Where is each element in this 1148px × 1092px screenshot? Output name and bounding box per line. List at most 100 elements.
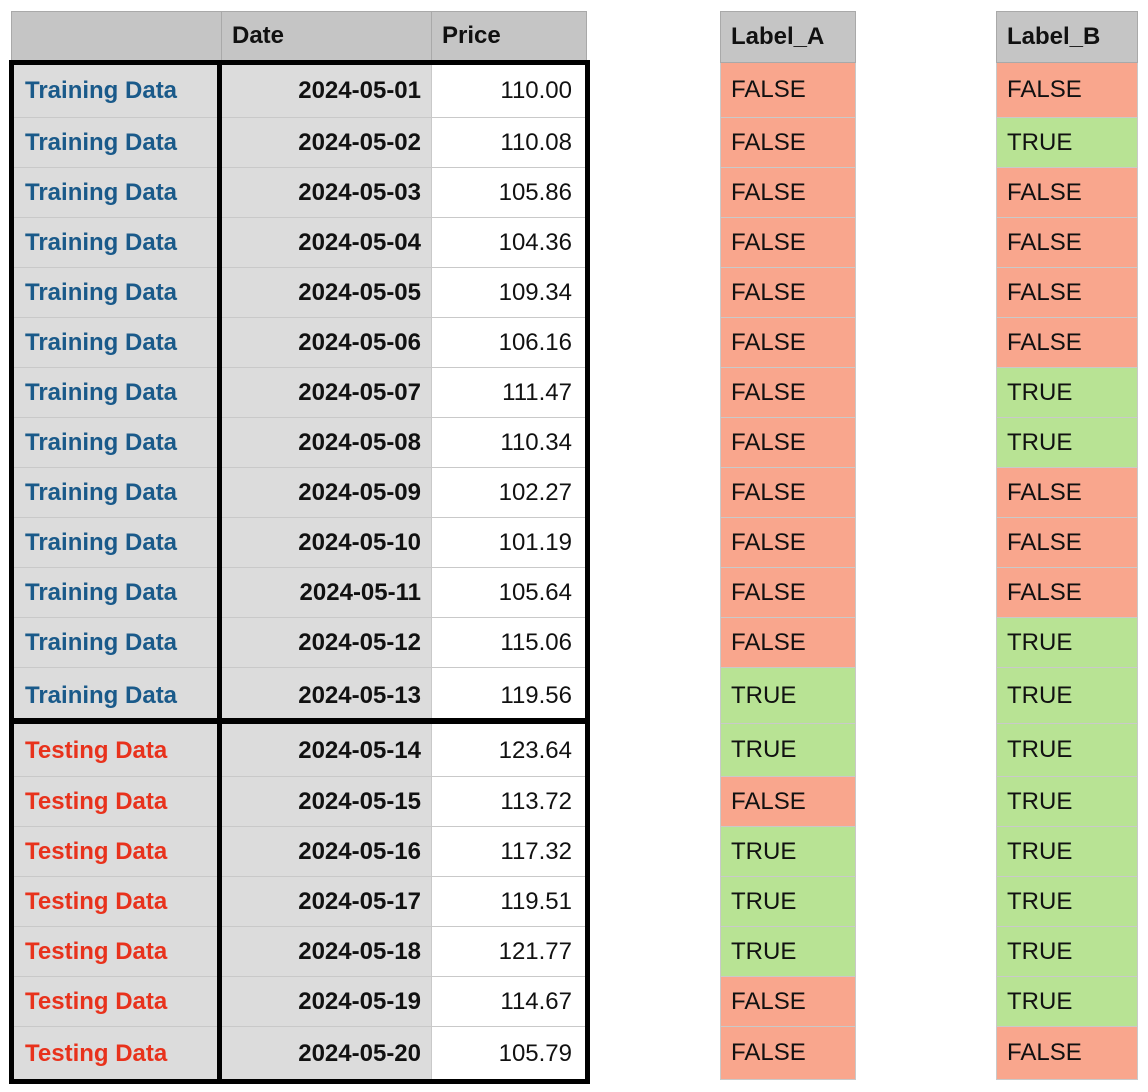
label-a-cell[interactable]: FALSE [720,118,856,168]
row-price-cell[interactable]: 105.86 [431,168,586,218]
label-b-cell[interactable]: TRUE [996,877,1138,927]
label-b-cell[interactable]: FALSE [996,218,1138,268]
label-a-cell[interactable]: FALSE [720,218,856,268]
row-price-cell[interactable]: 111.47 [431,368,586,418]
row-type-cell[interactable]: Testing Data [11,777,221,827]
row-date-cell[interactable]: 2024-05-15 [221,777,431,827]
row-date-cell[interactable]: 2024-05-14 [221,724,431,777]
row-price-cell[interactable]: 102.27 [431,468,586,518]
label-b-cell[interactable]: TRUE [996,724,1138,777]
row-date-cell[interactable]: 2024-05-06 [221,318,431,368]
table-header-date[interactable]: Date [221,11,432,61]
label-b-cell[interactable]: TRUE [996,118,1138,168]
row-price-cell[interactable]: 105.64 [431,568,586,618]
label-a-cell[interactable]: FALSE [720,63,856,118]
row-date-cell[interactable]: 2024-05-12 [221,618,431,668]
row-date-cell[interactable]: 2024-05-17 [221,877,431,927]
row-type-cell[interactable]: Testing Data [11,977,221,1027]
row-price-cell[interactable]: 110.08 [431,118,586,168]
row-type-cell[interactable]: Training Data [11,118,221,168]
row-type-cell[interactable]: Training Data [11,268,221,318]
row-date-cell[interactable]: 2024-05-02 [221,118,431,168]
row-type-cell[interactable]: Training Data [11,418,221,468]
row-type-cell[interactable]: Training Data [11,218,221,268]
row-date-cell[interactable]: 2024-05-16 [221,827,431,877]
label-b-cell[interactable]: FALSE [996,468,1138,518]
label-a-cell[interactable]: TRUE [720,724,856,777]
label-a-cell[interactable]: FALSE [720,518,856,568]
label-a-cell[interactable]: TRUE [720,827,856,877]
row-type-cell[interactable]: Testing Data [11,1027,221,1080]
label-b-cell[interactable]: TRUE [996,927,1138,977]
row-price-cell[interactable]: 105.79 [431,1027,586,1080]
label-b-cell[interactable]: FALSE [996,318,1138,368]
label-b-cell[interactable]: FALSE [996,1027,1138,1080]
label-b-cell[interactable]: FALSE [996,268,1138,318]
row-type-cell[interactable]: Training Data [11,168,221,218]
row-date-cell[interactable]: 2024-05-20 [221,1027,431,1080]
label-b-cell[interactable]: TRUE [996,827,1138,877]
row-date-cell[interactable]: 2024-05-01 [221,63,431,118]
row-price-cell[interactable]: 119.51 [431,877,586,927]
row-type-cell[interactable]: Training Data [11,318,221,368]
label-b-cell[interactable]: TRUE [996,618,1138,668]
row-price-cell[interactable]: 123.64 [431,724,586,777]
row-date-cell[interactable]: 2024-05-05 [221,268,431,318]
row-type-cell[interactable]: Training Data [11,63,221,118]
row-price-cell[interactable]: 110.34 [431,418,586,468]
row-date-cell[interactable]: 2024-05-18 [221,927,431,977]
label-a-cell[interactable]: FALSE [720,777,856,827]
row-price-cell[interactable]: 114.67 [431,977,586,1027]
label-a-cell[interactable]: TRUE [720,877,856,927]
row-price-cell[interactable]: 109.34 [431,268,586,318]
label-a-cell[interactable]: TRUE [720,927,856,977]
label-a-cell[interactable]: FALSE [720,368,856,418]
row-date-cell[interactable]: 2024-05-07 [221,368,431,418]
row-price-cell[interactable]: 106.16 [431,318,586,368]
row-price-cell[interactable]: 101.19 [431,518,586,568]
label-b-cell[interactable]: FALSE [996,568,1138,618]
row-type-cell[interactable]: Training Data [11,368,221,418]
row-price-cell[interactable]: 119.56 [431,668,586,724]
label-b-cell[interactable]: FALSE [996,63,1138,118]
label-a-cell[interactable]: FALSE [720,568,856,618]
label-b-cell[interactable]: FALSE [996,168,1138,218]
row-type-cell[interactable]: Training Data [11,618,221,668]
row-date-cell[interactable]: 2024-05-11 [221,568,431,618]
label-a-cell[interactable]: FALSE [720,418,856,468]
table-header-type[interactable] [11,11,222,61]
row-date-cell[interactable]: 2024-05-04 [221,218,431,268]
row-price-cell[interactable]: 117.32 [431,827,586,877]
label-a-cell[interactable]: FALSE [720,468,856,518]
row-price-cell[interactable]: 104.36 [431,218,586,268]
row-date-cell[interactable]: 2024-05-19 [221,977,431,1027]
label-a-cell[interactable]: FALSE [720,268,856,318]
label-a-cell[interactable]: TRUE [720,668,856,724]
row-date-cell[interactable]: 2024-05-10 [221,518,431,568]
label-b-cell[interactable]: TRUE [996,777,1138,827]
row-type-cell[interactable]: Testing Data [11,927,221,977]
row-type-cell[interactable]: Training Data [11,668,221,724]
row-type-cell[interactable]: Testing Data [11,827,221,877]
label-b-cell[interactable]: FALSE [996,518,1138,568]
row-price-cell[interactable]: 121.77 [431,927,586,977]
label-b-cell[interactable]: TRUE [996,368,1138,418]
table-header-price[interactable]: Price [431,11,587,61]
row-type-cell[interactable]: Training Data [11,568,221,618]
label-a-cell[interactable]: FALSE [720,1027,856,1080]
row-type-cell[interactable]: Training Data [11,518,221,568]
row-price-cell[interactable]: 113.72 [431,777,586,827]
label-b-cell[interactable]: TRUE [996,977,1138,1027]
row-type-cell[interactable]: Testing Data [11,724,221,777]
label-a-cell[interactable]: FALSE [720,977,856,1027]
label-b-cell[interactable]: TRUE [996,418,1138,468]
label-a-cell[interactable]: FALSE [720,168,856,218]
row-date-cell[interactable]: 2024-05-03 [221,168,431,218]
label-a-cell[interactable]: FALSE [720,318,856,368]
label-a-header[interactable]: Label_A [720,11,856,63]
row-date-cell[interactable]: 2024-05-13 [221,668,431,724]
row-price-cell[interactable]: 110.00 [431,63,586,118]
row-type-cell[interactable]: Training Data [11,468,221,518]
row-date-cell[interactable]: 2024-05-09 [221,468,431,518]
row-date-cell[interactable]: 2024-05-08 [221,418,431,468]
